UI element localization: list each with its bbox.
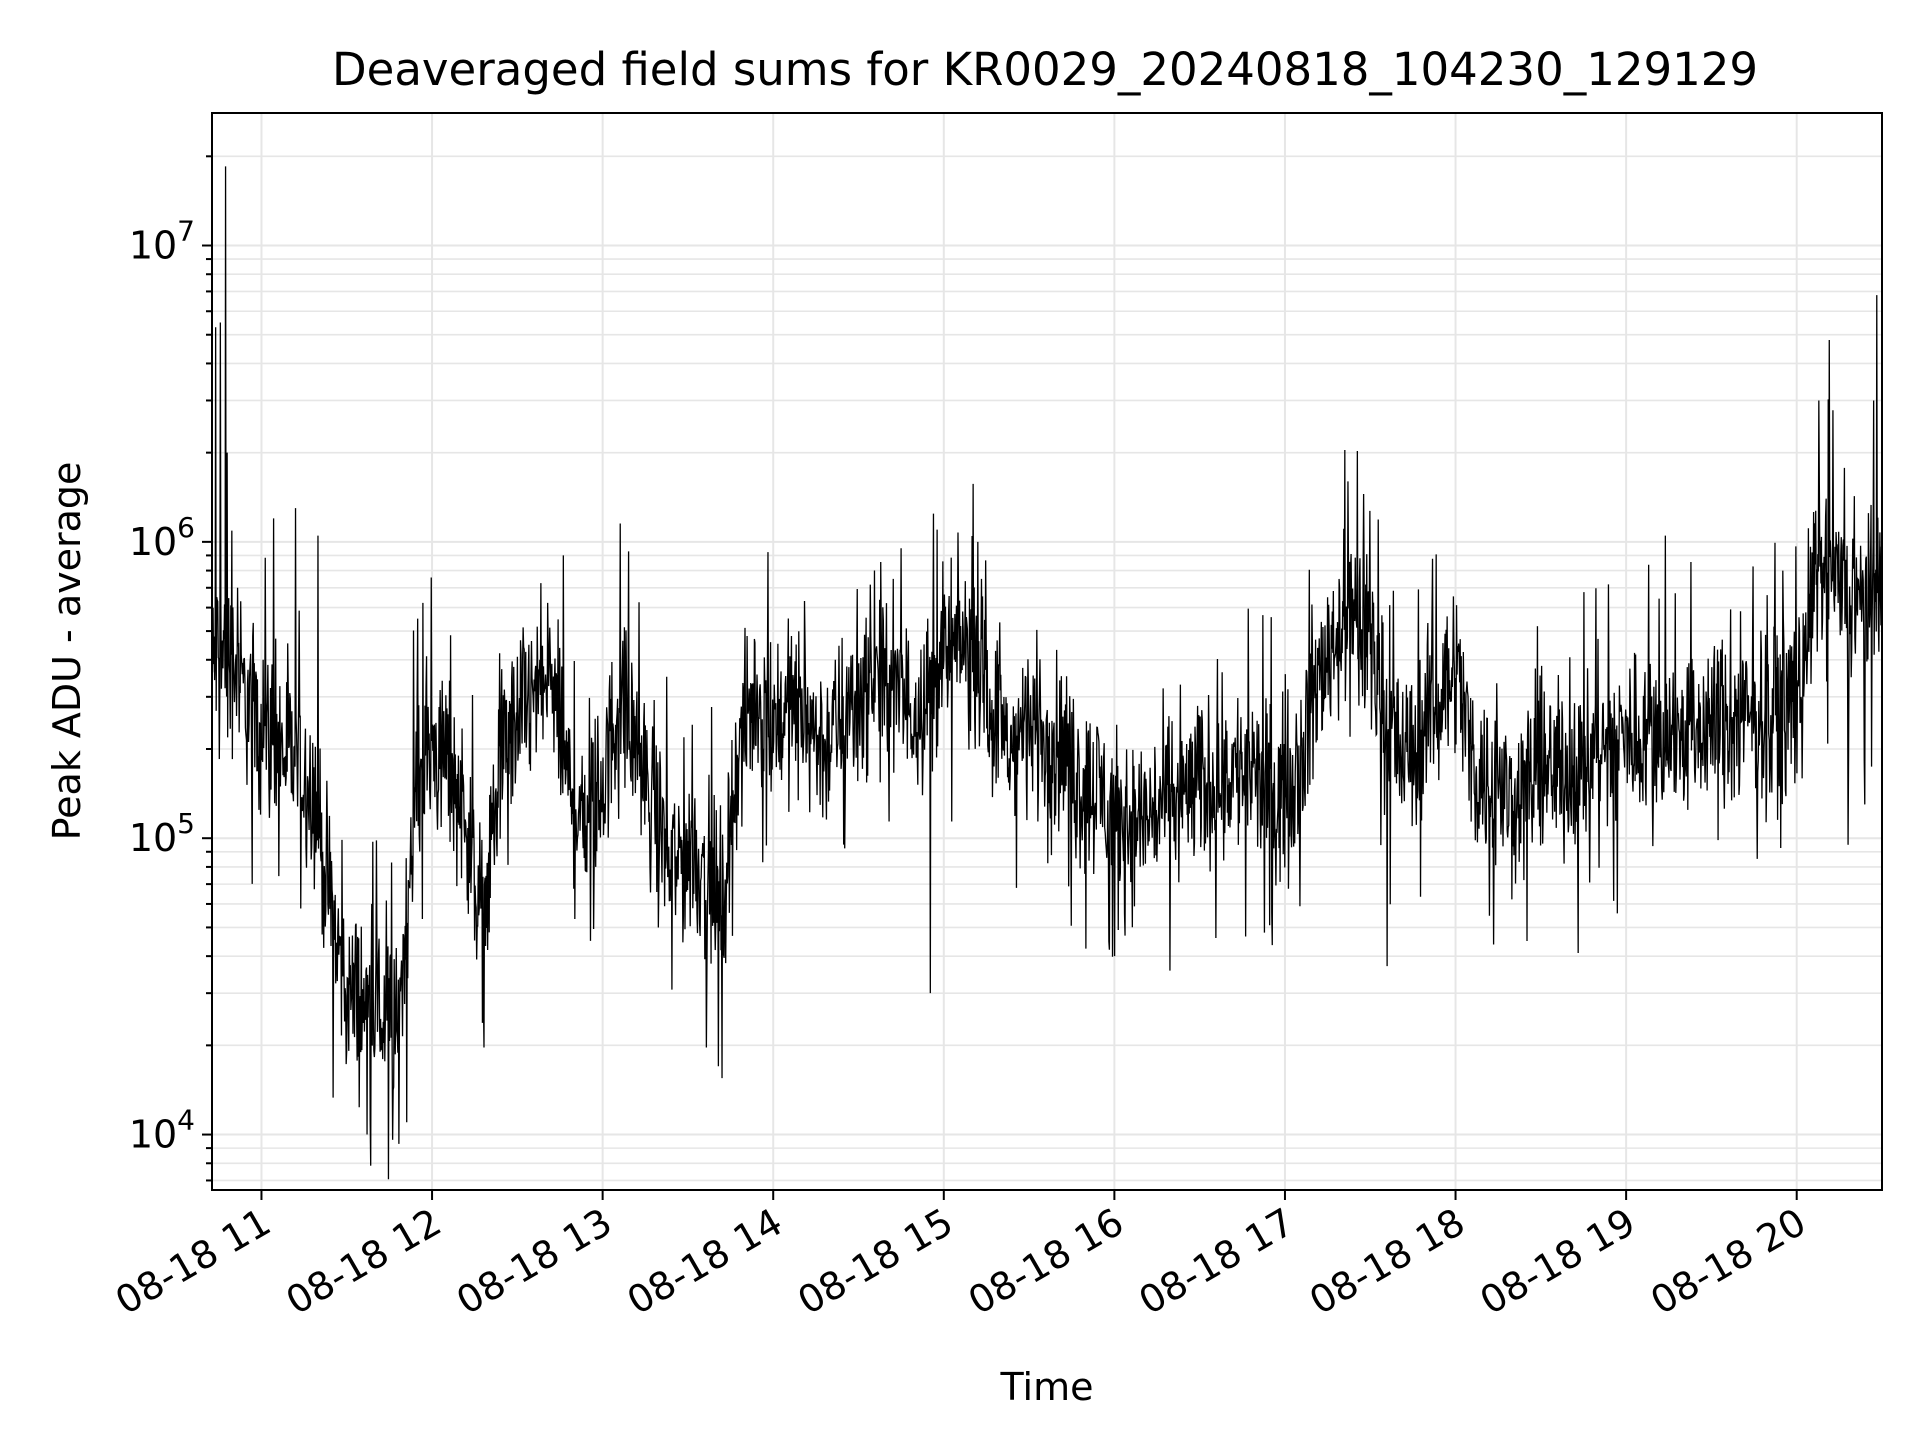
- y-tick-label: 106: [129, 511, 195, 564]
- chart-title: Deaveraged field sums for KR0029_2024081…: [332, 43, 1758, 96]
- x-axis-label: Time: [1000, 1365, 1094, 1409]
- y-tick-label: 107: [129, 215, 195, 268]
- series-line: [211, 166, 1883, 1180]
- y-axis-label: Peak ADU - average: [45, 462, 89, 841]
- y-tick-label: 105: [129, 807, 195, 860]
- y-tick-label: 104: [129, 1104, 195, 1157]
- y-axis-ticks: 104 105 106 107: [129, 155, 212, 1182]
- plot-frame: [211, 112, 1883, 1191]
- data-series: [211, 166, 1883, 1180]
